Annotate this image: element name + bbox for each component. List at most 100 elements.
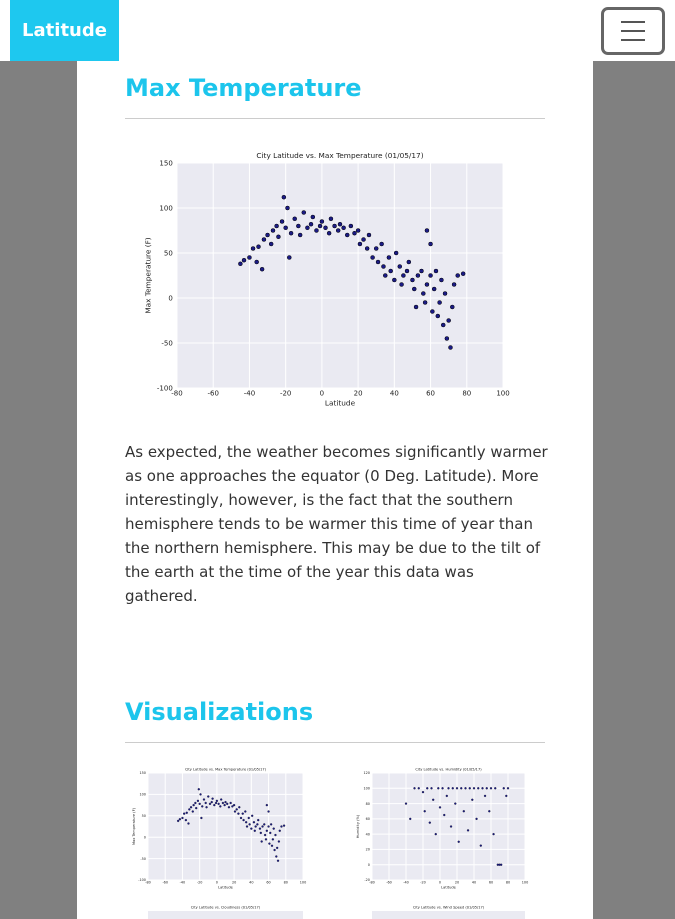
data-point [466,829,470,832]
data-point [483,794,487,798]
data-point [419,268,424,274]
data-point [187,822,190,825]
data-point [285,205,290,211]
x-axis-label: Latitude [325,399,356,408]
menu-toggle[interactable] [601,7,665,55]
data-point [468,787,471,790]
paragraph: As expected, the weather becomes signifi… [125,443,548,605]
data-point [259,831,262,835]
data-point [237,812,240,815]
data-point [267,825,270,828]
data-point [281,194,287,200]
data-point [417,787,420,790]
data-point [337,221,343,227]
data-point [185,811,188,814]
data-point [226,802,229,805]
x-tick-label: -60 [208,390,219,398]
data-point [192,803,195,807]
data-point [415,273,421,278]
x-tick-label: -60 [162,881,168,885]
data-point [200,816,203,820]
data-point [481,787,484,790]
chart-title: City Latitude vs. Cloudiness (01/05/17) [191,906,261,910]
data-point [241,257,247,263]
data-point [489,787,493,790]
y-tick-label: 0 [368,863,370,867]
data-point [447,787,450,790]
data-point [296,223,301,229]
data-point [287,255,292,260]
data-point [423,810,426,813]
data-point [201,805,204,808]
data-point [199,793,202,796]
data-point [280,825,283,828]
data-point [270,228,276,233]
data-point [435,313,441,319]
data-point [292,216,297,222]
x-tick-label: -20 [197,881,203,885]
data-point [442,291,448,296]
x-tick-label: 0 [439,881,441,885]
plot-area [177,163,503,388]
x-tick-label: -20 [280,390,291,398]
data-point [455,273,460,278]
data-point [310,214,316,220]
data-point [276,846,279,850]
data-point [269,831,272,835]
data-point [428,273,433,278]
data-point [428,241,433,247]
data-point [196,799,200,802]
data-point [439,277,444,283]
y-tick-label: 100 [159,204,172,212]
data-point [261,237,267,242]
x-tick-label: 20 [232,881,236,885]
data-point [278,829,281,832]
data-point [502,787,505,790]
data-point [233,810,237,813]
x-tick-label: 0 [216,881,218,885]
data-point [323,225,328,231]
data-point [406,259,412,265]
data-point [265,803,268,807]
data-point [454,802,457,805]
data-point [388,268,393,274]
brand[interactable]: Latitude [10,0,119,61]
data-point [401,273,406,278]
data-point [424,282,430,287]
data-point [191,810,194,813]
x-tick-label: -80 [145,881,151,885]
data-point [265,232,270,238]
data-point [443,813,446,817]
data-point [189,806,193,809]
data-point [444,336,450,341]
data-point [472,787,476,790]
data-point [440,322,446,328]
navbar: Latitude [0,0,675,61]
data-point [252,821,256,824]
data-point [494,787,497,790]
x-tick-label: 20 [354,390,363,398]
data-point [449,825,453,828]
chart-title: City Latitude vs. Wind Speed (01/05/17) [413,906,485,910]
x-tick-label: 0 [320,390,324,398]
data-point [424,228,430,233]
data-point [438,806,442,809]
data-point [393,250,399,256]
data-point [412,286,417,292]
x-tick-label: -20 [420,881,426,885]
data-point [462,810,465,813]
data-point [426,787,429,790]
data-point [208,802,212,805]
divider [125,118,545,119]
data-point [265,829,268,832]
data-point [455,787,459,790]
data-point [207,795,210,798]
data-point [220,798,223,801]
data-point [245,821,248,824]
y-tick-label: 0 [168,294,172,302]
y-tick-label: -50 [161,339,172,347]
data-point [410,277,415,283]
x-tick-label: 100 [496,390,509,398]
section-heading: Max Temperature [125,74,362,102]
x-axis-label: Latitude [441,886,456,890]
